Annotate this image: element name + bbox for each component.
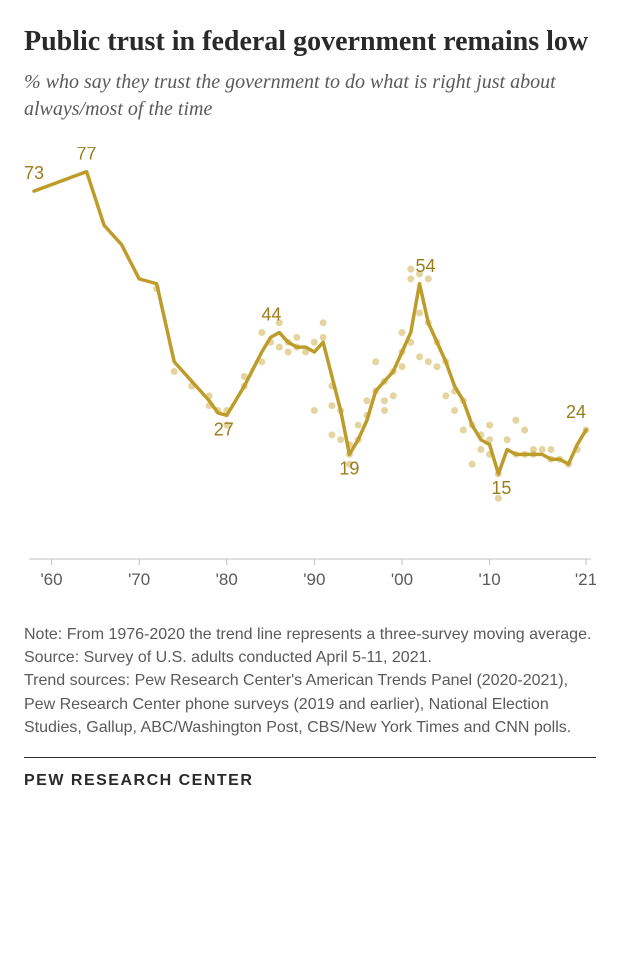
svg-text:19: 19 — [339, 458, 359, 478]
svg-text:54: 54 — [416, 256, 436, 276]
chart-title: Public trust in federal government remai… — [24, 24, 596, 59]
svg-text:'90: '90 — [303, 570, 325, 589]
svg-text:27: 27 — [214, 419, 234, 439]
svg-text:24: 24 — [566, 402, 586, 422]
trust-line-chart: '60 '70 '80 '90 '00 '10 '21 73 77 27 44 19 54 15 24 — [24, 147, 596, 607]
svg-text:'21: '21 — [575, 570, 596, 589]
svg-text:44: 44 — [261, 305, 281, 325]
footer-divider — [24, 757, 596, 758]
svg-text:15: 15 — [491, 478, 511, 498]
chart-subtitle: % who say they trust the government to d… — [24, 69, 596, 123]
svg-text:73: 73 — [24, 163, 44, 183]
svg-text:77: 77 — [77, 147, 97, 164]
footer-attribution: PEW RESEARCH CENTER — [24, 772, 596, 790]
svg-text:'80: '80 — [216, 570, 238, 589]
svg-text:'10: '10 — [479, 570, 501, 589]
svg-text:'00: '00 — [391, 570, 413, 589]
chart-note: Note: From 1976-2020 the trend line repr… — [24, 623, 596, 739]
chart-area: '60 '70 '80 '90 '00 '10 '21 73 77 27 44 19 54 15 24 — [24, 147, 596, 607]
svg-text:'60: '60 — [40, 570, 62, 589]
svg-text:'70: '70 — [128, 570, 150, 589]
